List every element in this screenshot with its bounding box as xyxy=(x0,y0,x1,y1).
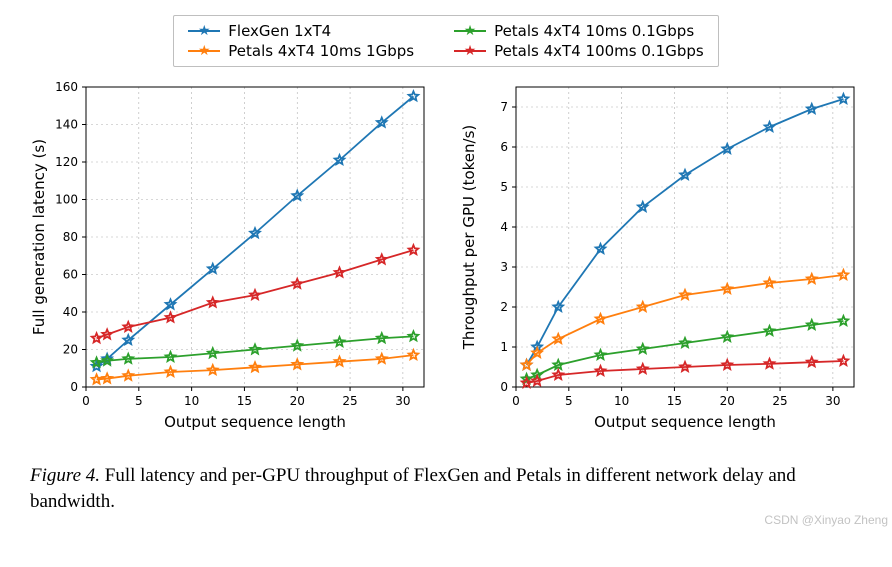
svg-text:0: 0 xyxy=(500,380,508,394)
marker-star xyxy=(409,331,419,340)
svg-text:10: 10 xyxy=(184,394,199,408)
series-petals_10ms_1g xyxy=(522,270,848,369)
legend-item: ★ Petals 4xT4 10ms 1Gbps xyxy=(188,42,414,60)
grid xyxy=(86,87,424,387)
marker-star xyxy=(409,245,419,254)
svg-text:25: 25 xyxy=(772,394,787,408)
x-axis-label: Output sequence length xyxy=(164,413,346,431)
svg-text:1: 1 xyxy=(500,340,508,354)
legend-swatch: ★ xyxy=(454,44,486,58)
caption-prefix: Figure 4. xyxy=(30,465,100,486)
legend-swatch: ★ xyxy=(188,24,220,38)
svg-text:7: 7 xyxy=(500,100,508,114)
series-flexgen xyxy=(92,91,418,370)
svg-text:100: 100 xyxy=(55,193,78,207)
plot-area xyxy=(516,87,854,387)
svg-text:140: 140 xyxy=(55,118,78,132)
svg-text:5: 5 xyxy=(500,180,508,194)
legend-item: ★ Petals 4xT4 100ms 0.1Gbps xyxy=(454,42,704,60)
svg-text:15: 15 xyxy=(667,394,682,408)
marker-star xyxy=(839,270,849,279)
series-flexgen xyxy=(522,94,848,369)
grid xyxy=(516,87,854,387)
svg-text:0: 0 xyxy=(82,394,90,408)
series-petals_10ms_1g xyxy=(92,350,418,383)
legend-item: ★ FlexGen 1xT4 xyxy=(188,22,414,40)
legend-label: Petals 4xT4 100ms 0.1Gbps xyxy=(494,42,704,60)
legend-item: ★ Petals 4xT4 10ms 0.1Gbps xyxy=(454,22,704,40)
svg-text:10: 10 xyxy=(614,394,629,408)
series-petals_100ms_01g xyxy=(522,356,848,387)
y-axis-label: Full generation latency (s) xyxy=(30,139,48,335)
svg-text:20: 20 xyxy=(720,394,735,408)
right-chart: 0 5 10 15 20 25 30 0 1 2 3 4 5 6 7 Output sequence leng… xyxy=(456,77,866,441)
left-chart: 0 5 10 15 20 25 30 0 20 40 60 80 100 120 140 160 Output … xyxy=(26,77,436,441)
svg-text:15: 15 xyxy=(237,394,252,408)
svg-text:120: 120 xyxy=(55,155,78,169)
svg-text:6: 6 xyxy=(500,140,508,154)
svg-text:5: 5 xyxy=(135,394,143,408)
svg-text:0: 0 xyxy=(512,394,520,408)
figure-caption: Figure 4. Full latency and per-GPU throu… xyxy=(30,463,862,514)
svg-text:20: 20 xyxy=(63,343,78,357)
series-petals_100ms_01g xyxy=(92,245,418,342)
legend-swatch: ★ xyxy=(454,24,486,38)
svg-text:30: 30 xyxy=(825,394,840,408)
marker-star xyxy=(409,350,419,359)
svg-text:60: 60 xyxy=(63,268,78,282)
svg-text:3: 3 xyxy=(500,260,508,274)
watermark: CSDN @Xinyao Zheng xyxy=(764,513,888,527)
svg-text:4: 4 xyxy=(500,220,508,234)
svg-text:0: 0 xyxy=(70,380,78,394)
marker-star xyxy=(409,91,419,100)
svg-text:20: 20 xyxy=(290,394,305,408)
svg-text:5: 5 xyxy=(565,394,573,408)
svg-text:2: 2 xyxy=(500,300,508,314)
legend: ★ FlexGen 1xT4 ★ Petals 4xT4 10ms 0.1Gbps ★ P… xyxy=(173,15,718,67)
legend-swatch: ★ xyxy=(188,44,220,58)
legend-label: Petals 4xT4 10ms 0.1Gbps xyxy=(494,22,694,40)
svg-text:160: 160 xyxy=(55,80,78,94)
y-axis-label: Throughput per GPU (token/s) xyxy=(460,125,478,351)
svg-text:40: 40 xyxy=(63,305,78,319)
svg-text:25: 25 xyxy=(342,394,357,408)
charts-row: 051015202530020406080100120140160Output … xyxy=(20,77,872,441)
legend-label: FlexGen 1xT4 xyxy=(228,22,331,40)
caption-text: Full latency and per-GPU throughput of F… xyxy=(30,465,796,512)
ticks: 0 5 10 15 20 25 30 0 1 2 3 4 5 6 7 xyxy=(500,100,840,408)
x-axis-label: Output sequence length xyxy=(594,413,776,431)
marker-star xyxy=(839,94,849,103)
marker-star xyxy=(839,356,849,365)
svg-text:80: 80 xyxy=(63,230,78,244)
legend-label: Petals 4xT4 10ms 1Gbps xyxy=(228,42,414,60)
marker-star xyxy=(839,316,849,325)
svg-text:30: 30 xyxy=(395,394,410,408)
